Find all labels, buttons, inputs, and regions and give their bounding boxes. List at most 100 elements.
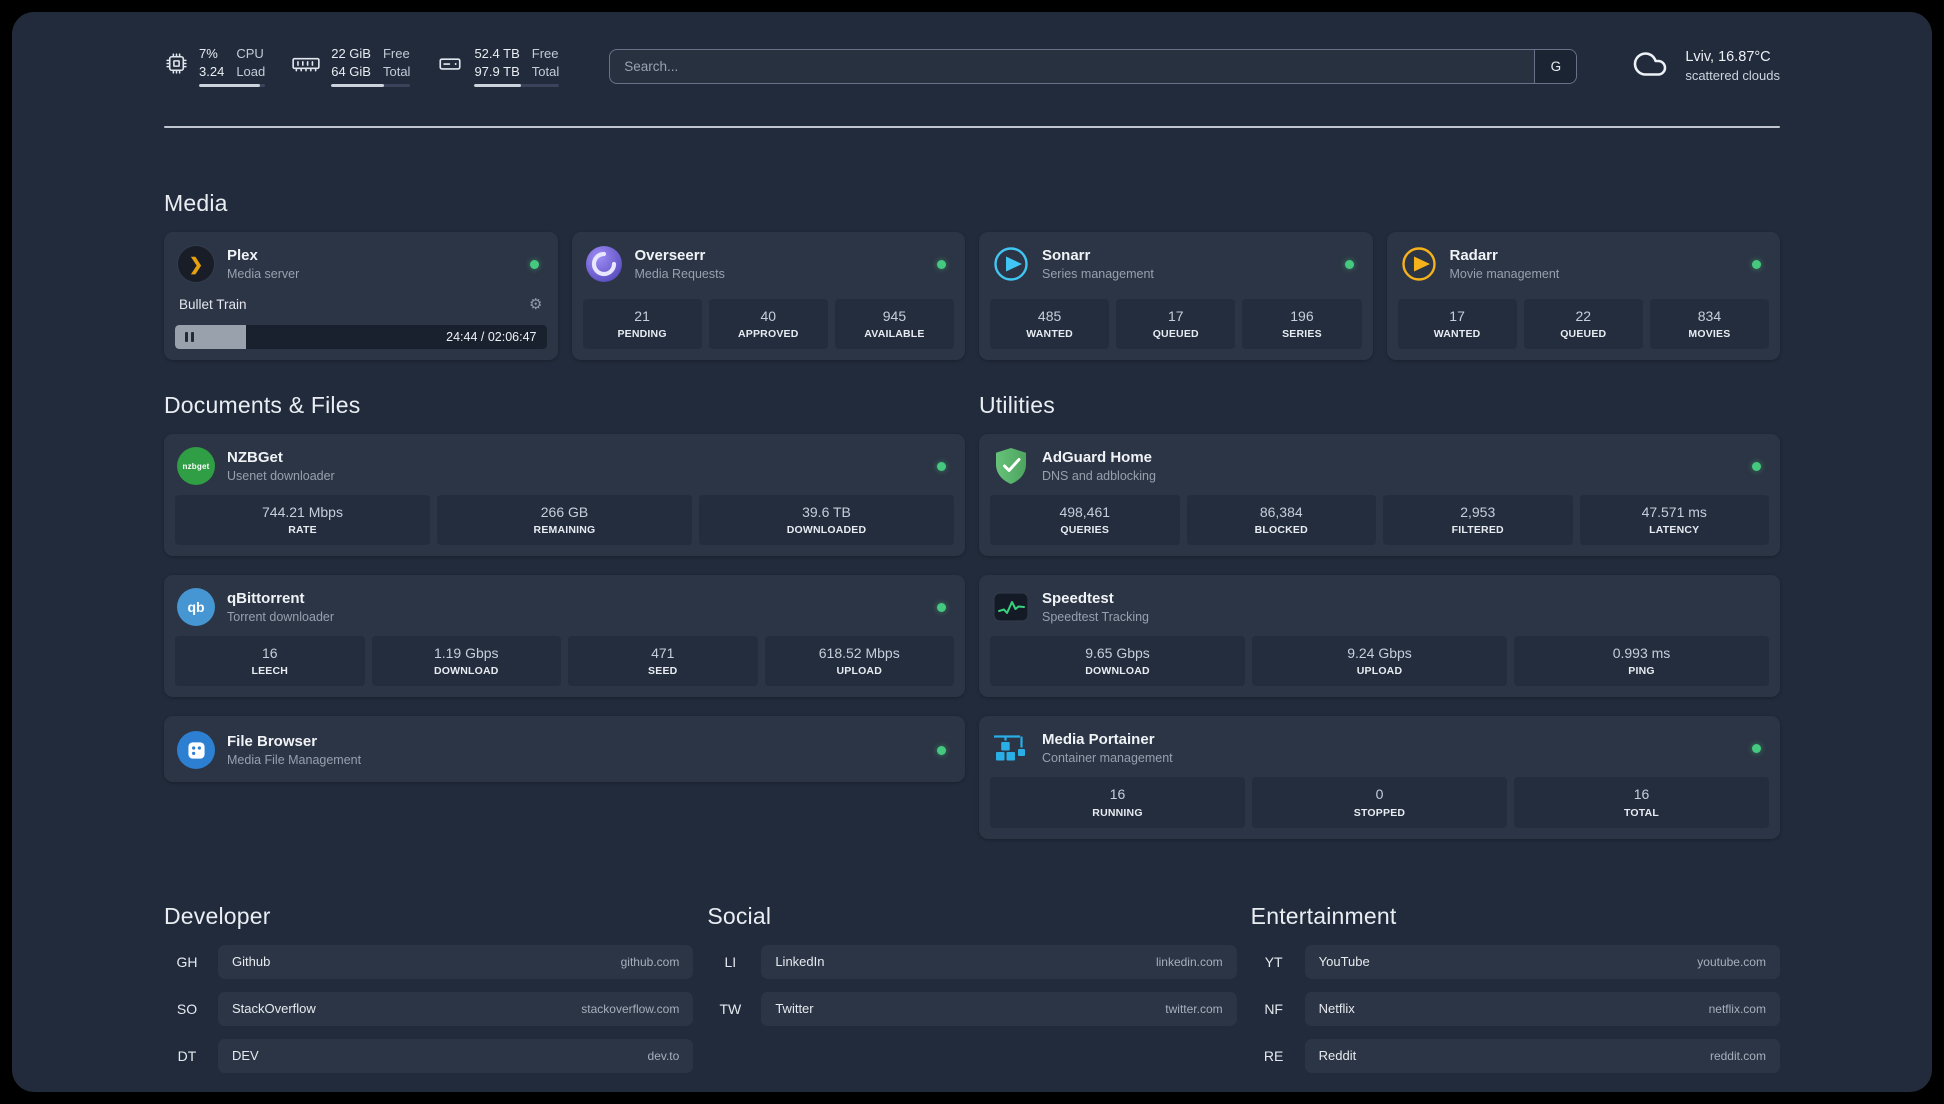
radarr-icon [1400, 245, 1438, 283]
card-subtitle: Container management [1042, 751, 1173, 766]
plex-chevron-glyph: ❯ [188, 254, 204, 274]
stat-movies: 834 MOVIES [1649, 298, 1770, 349]
stat-value: 40 [760, 307, 777, 324]
card-subtitle: Movie management [1449, 267, 1560, 281]
card-name: Media Portainer [1042, 731, 1155, 749]
card-sonarr[interactable]: Sonarr Series management 485 WANTED 17 Q… [979, 232, 1373, 360]
bookmark-reddit[interactable]: Reddit reddit.com [1304, 1038, 1780, 1073]
stat-label: FILTERED [1451, 524, 1504, 537]
bookmark-stackoverflow[interactable]: StackOverflow stackoverflow.com [218, 991, 694, 1026]
bookmark-name: Github [232, 954, 271, 970]
card-name: Overseerr [634, 246, 706, 264]
stat-value: 471 [651, 645, 675, 662]
stat-queued: 17 QUEUED [1116, 298, 1236, 349]
memory-total-value: 64 GiB [331, 63, 371, 79]
card-qbittorrent[interactable]: qb qBittorrent Torrent downloader 16 LEE… [164, 575, 965, 698]
stat-label: QUEUED [1560, 328, 1607, 340]
cpu-bar [199, 84, 266, 88]
stat-stopped: 0 STOPPED [1252, 777, 1507, 828]
card-nzbget[interactable]: nzbget NZBGet Usenet downloader 744.21 M… [164, 434, 965, 557]
stat-label: STOPPED [1353, 806, 1406, 819]
bookmark-domain: stackoverflow.com [581, 1001, 680, 1016]
card-subtitle: Torrent downloader [227, 610, 335, 625]
card-speedtest[interactable]: Speedtest Speedtest Tracking 9.65 Gbps D… [979, 575, 1780, 698]
stat-label: DOWNLOAD [1085, 665, 1150, 678]
bookmark-abbr: GH [176, 953, 198, 970]
memory-free-label: Free [382, 45, 410, 61]
card-radarr[interactable]: Radarr Movie management 17 WANTED 22 QUE… [1386, 232, 1780, 360]
section-title-entertainment: Entertainment [1250, 902, 1397, 929]
card-plex[interactable]: ❯ Plex Media server Bullet Train ⚙ 24:44… [164, 232, 558, 360]
bookmark-dev[interactable]: DEV dev.to [218, 1038, 694, 1073]
search-bar[interactable]: G [609, 48, 1578, 84]
card-name: AdGuard Home [1042, 448, 1153, 466]
bookmarks-entertainment: Entertainment YT YouTube youtube.com NF … [1251, 903, 1780, 1073]
stat-label: WANTED [1026, 328, 1073, 340]
search-input[interactable] [610, 49, 1535, 83]
stat-series: 196 SERIES [1242, 298, 1362, 349]
card-name: NZBGet [227, 448, 283, 466]
card-filebrowser[interactable]: File Browser Media File Management [164, 716, 965, 783]
stat-rate: 744.21 Mbps RATE [175, 495, 430, 546]
bookmark-twitter[interactable]: Twitter twitter.com [761, 991, 1237, 1026]
memory-widget: 22 GiB 64 GiB Free Total [291, 45, 411, 88]
stat-download: 1.19 Gbps DOWNLOAD [371, 636, 561, 687]
stat-label: PENDING [617, 328, 667, 340]
stat-available: 945 AVAILABLE [834, 298, 955, 349]
stat-approved: 40 APPROVED [708, 298, 828, 349]
gear-icon[interactable]: ⚙ [529, 295, 543, 313]
card-portainer[interactable]: Media Portainer Container management 16 … [979, 716, 1780, 839]
stat-label: SERIES [1282, 328, 1322, 340]
bookmark-domain: dev.to [647, 1048, 680, 1063]
stat-value: 16 [1633, 786, 1650, 803]
search-provider-button[interactable]: G [1534, 49, 1577, 83]
disk-widget: 52.4 TB 97.9 TB Free Total [436, 45, 560, 88]
stat-leech: 16 LEECH [175, 636, 365, 687]
status-dot [1752, 461, 1761, 471]
speedtest-icon [992, 588, 1030, 626]
card-adguard[interactable]: AdGuard Home DNS and adblocking 498,461 … [979, 434, 1780, 557]
card-subtitle: Media File Management [227, 753, 362, 768]
card-subtitle: Usenet downloader [227, 469, 335, 483]
bookmark-row: DT DEV dev.to [164, 1038, 694, 1073]
status-dot [1344, 259, 1354, 269]
topbar: 7% 3.24 CPU Load [164, 38, 1780, 94]
stat-label: LATENCY [1649, 524, 1700, 537]
stat-value: 0 [1375, 786, 1384, 803]
status-dot [937, 259, 946, 269]
stat-value: 2,953 [1460, 504, 1496, 520]
overseerr-icon [585, 245, 623, 283]
bookmark-linkedin[interactable]: LinkedIn linkedin.com [761, 944, 1237, 979]
stat-label: WANTED [1433, 328, 1481, 340]
stat-label: APPROVED [737, 328, 799, 340]
bookmark-abbr: SO [176, 1000, 198, 1017]
section-title-utilities: Utilities [979, 392, 1055, 418]
card-name: File Browser [227, 733, 318, 751]
stat-value: 498,461 [1059, 504, 1111, 520]
stat-blocked: 86,384 BLOCKED [1186, 495, 1376, 546]
stat-value: 22 [1575, 307, 1592, 324]
portainer-icon [992, 729, 1030, 767]
section-title-documents: Documents & Files [164, 392, 361, 418]
stat-value: 9.24 Gbps [1347, 645, 1412, 662]
card-overseerr[interactable]: Overseerr Media Requests 21 PENDING 40 A… [571, 232, 965, 360]
stat-ping: 0.993 ms PING [1514, 636, 1769, 687]
stat-upload: 9.24 Gbps UPLOAD [1252, 636, 1507, 687]
bookmark-row: SO StackOverflow stackoverflow.com [164, 991, 694, 1026]
bookmark-domain: netflix.com [1708, 1001, 1766, 1016]
card-subtitle: DNS and adblocking [1042, 469, 1156, 483]
memory-bar-fill [331, 84, 384, 88]
card-subtitle: Media Requests [634, 267, 725, 281]
bookmark-netflix[interactable]: Netflix netflix.com [1304, 991, 1780, 1026]
pause-icon [185, 332, 194, 342]
bookmark-name: StackOverflow [232, 1001, 316, 1017]
playback-progress-bar[interactable]: 24:44 / 02:06:47 [175, 325, 547, 349]
stat-label: TOTAL [1623, 806, 1660, 819]
bookmark-name: LinkedIn [775, 954, 825, 970]
disk-free-label: Free [531, 45, 559, 61]
stat-value: 0.993 ms [1612, 645, 1671, 662]
bookmark-youtube[interactable]: YouTube youtube.com [1304, 944, 1780, 979]
memory-free-value: 22 GiB [331, 45, 371, 61]
stat-value: 266 GB [540, 504, 589, 520]
bookmark-github[interactable]: Github github.com [218, 944, 694, 979]
